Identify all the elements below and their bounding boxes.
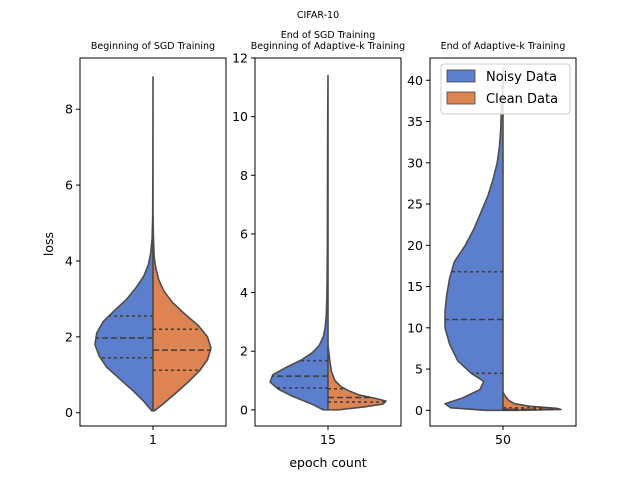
panel-2-violin [269, 74, 387, 411]
y-tick-label: 20 [407, 238, 423, 253]
panel-3-violin [444, 67, 562, 412]
panel-3-xtick: 50 [495, 426, 511, 447]
panel-2-xtick: 15 [320, 426, 336, 447]
panel-1-violin [94, 76, 212, 412]
y-tick-label: 4 [65, 253, 73, 268]
panel-2-title-line2: Beginning of Adaptive-k Training [251, 41, 405, 52]
legend-label-noisy: Noisy Data [486, 70, 557, 85]
violin-half-clean [327, 344, 387, 411]
x-tick-label: 1 [149, 432, 157, 447]
y-tick-label: 10 [407, 320, 423, 335]
y-tick-label: 2 [65, 329, 73, 344]
legend: Noisy Data Clean Data [440, 63, 571, 115]
y-tick-label: 8 [240, 168, 248, 183]
y-tick-label: 30 [407, 155, 423, 170]
violin-half-clean [152, 214, 212, 412]
y-tick-label: 0 [65, 405, 73, 420]
y-tick-label: 12 [232, 51, 248, 66]
panel-1-title: Beginning of SGD Training [91, 41, 215, 52]
y-tick-label: 15 [407, 279, 423, 294]
legend-swatch-clean [446, 91, 476, 105]
y-tick-label: 10 [232, 109, 248, 124]
x-axis-label: epoch count [289, 455, 366, 470]
y-tick-label: 4 [240, 285, 248, 300]
y-tick-label: 0 [415, 403, 423, 418]
y-tick-label: 40 [407, 73, 423, 88]
x-tick-label: 15 [320, 432, 336, 447]
y-tick-label: 8 [65, 102, 73, 117]
panel-2: End of SGD Training Beginning of Adaptiv… [232, 30, 405, 447]
violin-half-noisy [269, 74, 329, 411]
y-tick-label: 35 [407, 114, 423, 129]
violin-half-noisy [94, 76, 154, 412]
panel-3-yticks: 0 5 10 15 20 25 30 35 40 [407, 73, 430, 418]
panel-1: Beginning of SGD Training 0 2 4 6 8 1 [65, 41, 227, 447]
legend-label-clean: Clean Data [486, 92, 558, 107]
legend-swatch-noisy [446, 69, 476, 83]
panel-3-title: End of Adaptive-k Training [441, 41, 566, 52]
violin-half-noisy [444, 67, 504, 412]
panel-1-yticks: 0 2 4 6 8 [65, 102, 80, 420]
y-tick-label: 2 [240, 344, 248, 359]
y-tick-label: 6 [240, 226, 248, 241]
panel-2-title-line1: End of SGD Training [281, 30, 375, 41]
y-tick-label: 0 [240, 402, 248, 417]
panel-2-yticks: 0 2 4 6 8 10 12 [232, 51, 255, 417]
y-tick-label: 5 [415, 362, 423, 377]
panel-1-xtick: 1 [149, 426, 157, 447]
panel-3: End of Adaptive-k Training 0 5 10 15 20 25 30 3… [407, 41, 577, 447]
y-tick-label: 25 [407, 197, 423, 212]
x-tick-label: 50 [495, 432, 511, 447]
suptitle: CIFAR-10 [297, 10, 339, 21]
y-tick-label: 6 [65, 178, 73, 193]
y-axis-label: loss [41, 232, 56, 256]
